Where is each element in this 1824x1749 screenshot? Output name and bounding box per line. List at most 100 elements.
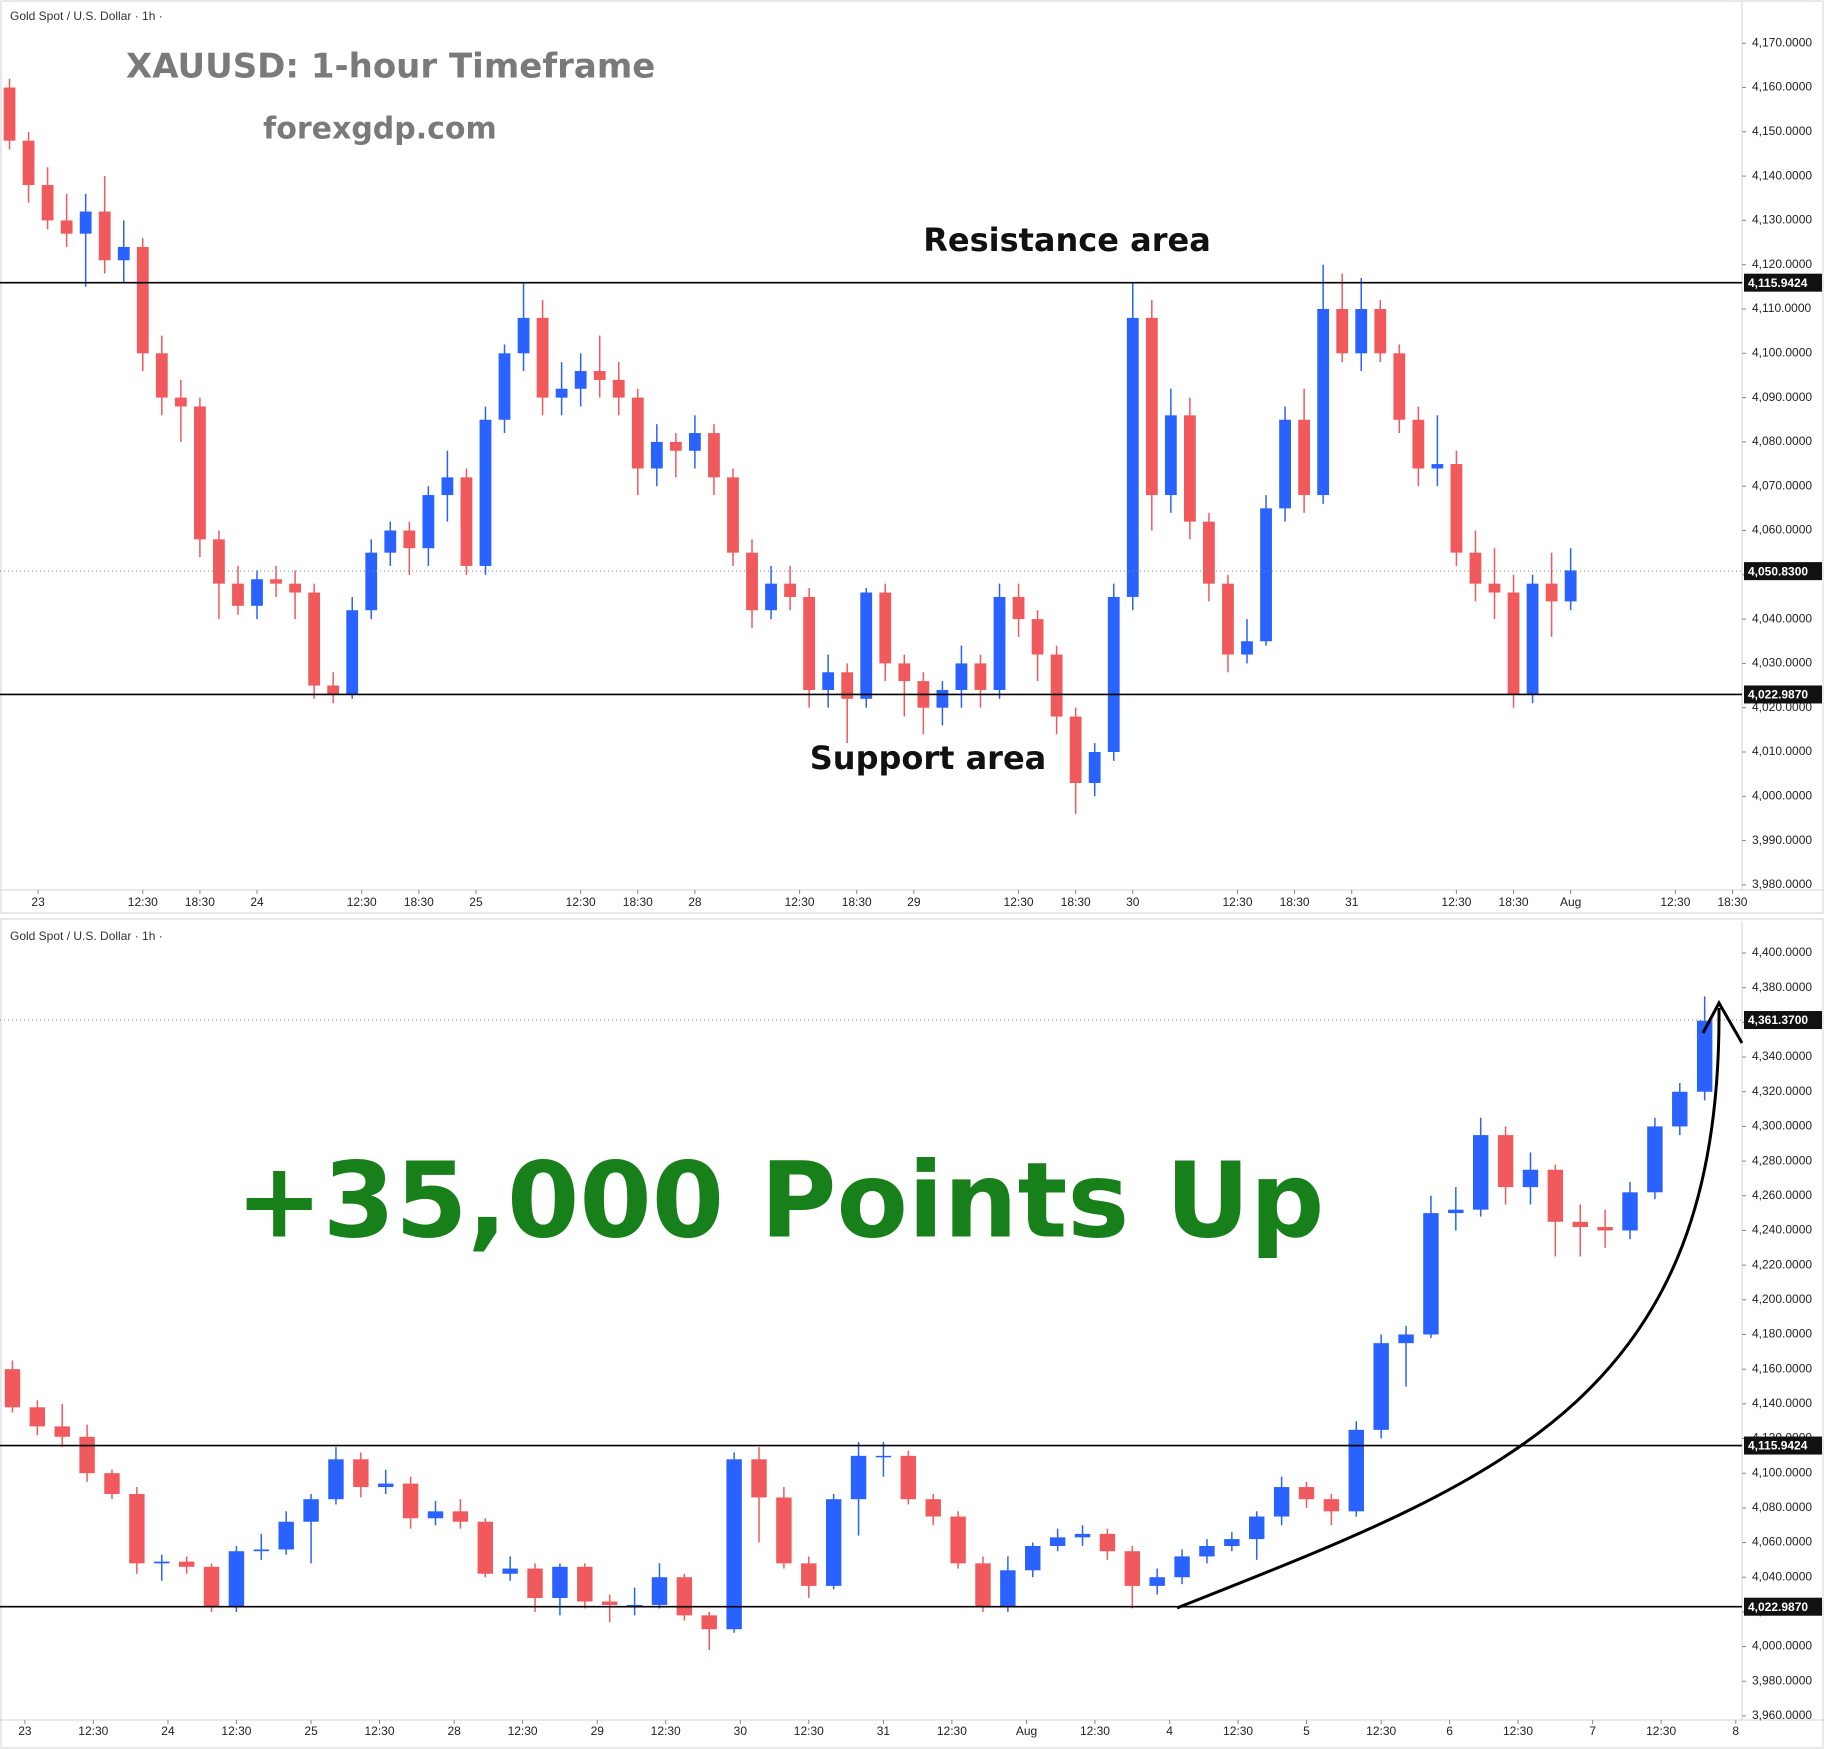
last-price-badge [1744,562,1822,581]
candle-body [1050,654,1063,717]
candle-body [1164,415,1177,496]
y-tick-label: 4,320.0000 [1752,1084,1812,1098]
candle-body [29,1407,46,1427]
candle-body [203,1566,220,1607]
y-tick-label: 4,110.0000 [1752,301,1811,315]
y-tick-label: 4,070.0000 [1752,478,1812,492]
candle-body [328,1459,344,1500]
candle-body [850,1455,867,1500]
candle-body [1348,1429,1364,1512]
candle-body [303,1499,319,1522]
candle-body [801,1563,817,1586]
y-tick-label: 4,200.0000 [1752,1292,1812,1306]
candle-body [1547,1169,1564,1222]
y-tick-label: 4,120.0000 [1752,257,1812,271]
candle-body [353,1459,369,1488]
level-label: 4,115.9424 [1748,1439,1808,1453]
candle-body [1126,317,1139,597]
x-tick-label: 12:30 [364,1724,394,1738]
y-tick-label: 4,080.0000 [1752,1500,1812,1514]
x-tick-label: 18:30 [404,895,434,909]
top-panel-frame [0,0,1824,914]
level-badge [1744,685,1822,704]
level-label: 4,022.9870 [1748,1600,1808,1614]
x-tick-label: 8 [1732,1724,1739,1738]
candle-body [498,353,511,420]
x-tick-label: 12:30 [566,895,596,909]
candle-body [178,1561,195,1567]
candle-body [1012,596,1025,620]
candle-body [1572,1221,1588,1227]
candle-body [950,1516,966,1564]
y-tick-label: 3,980.0000 [1752,877,1812,891]
candle-body [1199,1546,1215,1557]
candle-body [1049,1537,1066,1547]
candle-body [822,672,835,690]
candle-body [460,477,473,566]
candle-body [1522,1169,1539,1188]
y-tick-label: 4,400.0000 [1752,945,1812,959]
candle-body [54,1426,70,1437]
x-tick-label: 18:30 [1717,895,1747,909]
candle-body [22,140,35,185]
candle-body [1174,1556,1190,1578]
candle-body [975,1563,991,1607]
candle-body [650,441,663,469]
candle-body [612,379,625,398]
headline: +35,000 Points Up [236,1139,1325,1261]
x-tick-label: 28 [688,895,702,909]
candle-body [1355,309,1368,354]
x-tick-label: 18:30 [842,895,872,909]
candle-body [1488,583,1501,593]
candle-body [1398,1334,1414,1344]
candle-body [1469,552,1482,584]
candle-body [701,1615,717,1630]
candle-body [1107,596,1120,753]
candle-body [174,397,187,407]
candle-body [900,1455,917,1500]
x-tick-label: 18:30 [1061,895,1091,909]
x-tick-label: 12:30 [1222,895,1252,909]
x-tick-label: 30 [734,1724,748,1738]
candle-body [270,579,282,584]
x-tick-label: 12:30 [128,895,158,909]
y-tick-label: 4,040.0000 [1752,1569,1812,1583]
candle-body [41,184,54,221]
candle-body [898,663,911,682]
y-tick-label: 4,080.0000 [1752,434,1812,448]
candle-body [993,596,1006,690]
y-tick-label: 4,150.0000 [1752,124,1812,138]
candle-body [1298,419,1311,496]
y-tick-label: 4,260.0000 [1752,1188,1812,1202]
candle-body [1472,1135,1489,1210]
x-tick-label: Aug [1560,895,1581,909]
x-tick-label: 18:30 [1499,895,1529,909]
candle-body [1323,1499,1340,1512]
candle-body [403,530,416,549]
x-tick-label: 12:30 [1660,895,1690,909]
candle-body [626,1604,643,1607]
y-tick-label: 4,140.0000 [1752,168,1812,182]
x-tick-label: 12:30 [347,895,377,909]
y-tick-label: 4,130.0000 [1752,213,1812,227]
candle-body [825,1499,842,1586]
candle-body [441,477,454,496]
candle-body [384,530,397,553]
candle-body [879,592,892,664]
level-badge [1744,1436,1822,1455]
x-tick-label: 4 [1166,1724,1173,1738]
y-tick-label: 4,030.0000 [1752,656,1812,670]
candle-body [688,433,701,451]
x-tick-label: 18:30 [185,895,215,909]
x-tick-label: 12:30 [785,895,815,909]
level-badge [1744,1597,1822,1616]
x-tick-label: 23 [31,895,45,909]
candle-body [253,1549,270,1552]
x-tick-label: 5 [1303,1724,1310,1738]
x-tick-label: 12:30 [1646,1724,1676,1738]
x-tick-label: 24 [161,1724,175,1738]
x-tick-label: 12:30 [1080,1724,1110,1738]
candle-body [776,1497,792,1564]
candle-body [955,663,968,690]
